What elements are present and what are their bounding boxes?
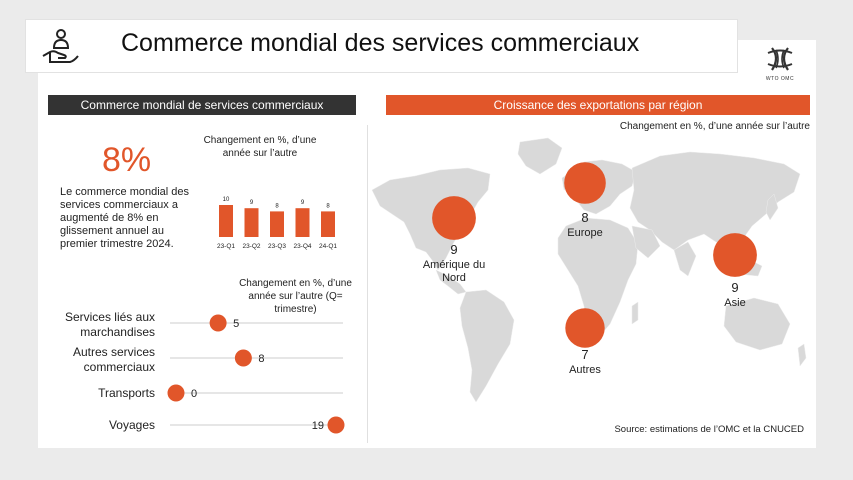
bar-value-label: 8 <box>326 203 330 209</box>
dot-chart-note: Changement en %, d’une année sur l’autre… <box>239 278 352 315</box>
dot-value-label: 8 <box>258 353 264 365</box>
title-bar: Commerce mondial des services commerciau… <box>25 19 738 73</box>
arabia-shape <box>631 225 661 259</box>
bar-value-label: 9 <box>250 200 254 206</box>
region-bubble <box>432 196 476 240</box>
wto-globe-icon <box>767 47 793 71</box>
india-shape <box>673 241 697 277</box>
left-section-header: Commerce mondial de services commerciaux <box>48 95 356 115</box>
bar-23-Q2 <box>244 208 259 237</box>
japan-shape <box>765 193 779 221</box>
region-value: 9 <box>450 242 457 257</box>
dot-category-label: Voyages <box>109 418 155 432</box>
north-america-shape <box>371 167 491 271</box>
headline-description: Le commerce mondial des services commerc… <box>60 186 190 250</box>
page-title: Commerce mondial des services commerciau… <box>121 29 640 57</box>
region-label: Amérique du <box>423 259 485 271</box>
dot-category-label: marchandises <box>80 325 155 339</box>
africa-shape <box>557 217 639 339</box>
australia-shape <box>723 297 791 351</box>
bar-category-label: 24-Q1 <box>319 243 337 250</box>
bar-category-label: 23-Q3 <box>268 243 286 250</box>
panel-divider <box>367 125 368 443</box>
new-zealand-shape <box>797 343 807 367</box>
bar-24-Q1 <box>321 211 335 237</box>
wto-caption: WTO OMC <box>765 76 795 82</box>
bar-category-label: 23-Q2 <box>242 243 260 250</box>
madagascar-shape <box>631 301 639 325</box>
dot-marker <box>234 349 252 367</box>
region-bubble <box>713 233 757 277</box>
dot-category-label: Transports <box>98 386 155 400</box>
right-section-header: Croissance des exportations par région <box>386 95 810 115</box>
bar-23-Q1 <box>219 205 233 237</box>
dot-category-label: Autres services <box>73 345 155 359</box>
region-label: Europe <box>567 227 602 239</box>
region-label: Nord <box>442 272 466 284</box>
source-note: Source: estimations de l’OMC et la CNUCE… <box>614 424 804 435</box>
wto-logo: WTO OMC <box>760 44 800 86</box>
bar-23-Q4 <box>295 208 310 237</box>
region-value: 9 <box>731 280 738 295</box>
dot-value-label: 0 <box>191 388 197 400</box>
bar-23-Q3 <box>270 211 284 237</box>
region-bubble <box>564 162 606 204</box>
dot-marker <box>167 384 185 402</box>
region-value: 8 <box>581 210 588 225</box>
bar-chart-note: Changement en %, d’une année sur l’autre <box>203 135 317 159</box>
bar-category-label: 23-Q4 <box>293 243 311 250</box>
region-label: Asie <box>724 297 745 309</box>
region-label: Autres <box>569 364 601 376</box>
dot-category-label: commerciaux <box>84 360 155 374</box>
dot-value-label: 19 <box>312 420 324 432</box>
dot-category-label: Services liés aux <box>65 310 155 324</box>
central-america-shape <box>435 269 467 295</box>
dot-value-label: 5 <box>233 318 239 330</box>
region-bubble <box>565 308 605 348</box>
dot-marker <box>327 416 345 434</box>
bar-value-label: 8 <box>275 203 279 209</box>
headline-value: 8% <box>102 141 152 179</box>
bar-value-label: 9 <box>301 200 305 206</box>
dot-marker <box>209 314 227 332</box>
bar-value-label: 10 <box>223 197 230 203</box>
quarterly-bar-chart: 10 23-Q1 9 23-Q2 8 23-Q3 9 23-Q4 8 24-Q1 <box>217 197 337 250</box>
map-note: Changement en %, d’une année sur l’autre <box>619 121 810 132</box>
bar-category-label: 23-Q1 <box>217 243 235 250</box>
hand-person-icon <box>42 29 79 63</box>
region-value: 7 <box>581 347 588 362</box>
south-america-shape <box>459 289 515 403</box>
greenland-shape <box>517 137 563 175</box>
